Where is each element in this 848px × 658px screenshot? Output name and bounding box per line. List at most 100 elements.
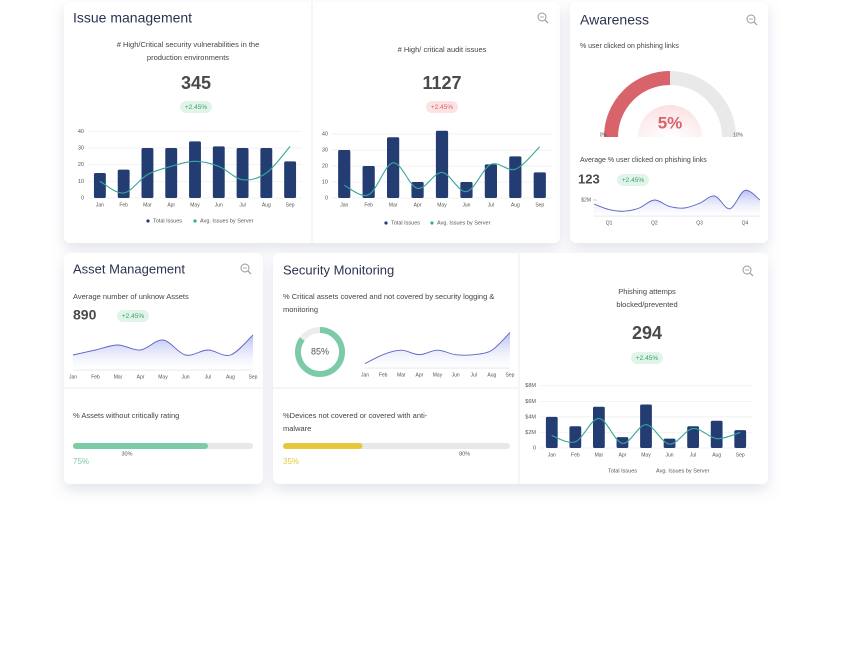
badge [426,101,458,113]
area [73,335,253,370]
x-tick-label: Jan [340,202,348,208]
x-tick-label: Jun [181,374,189,380]
x-tick-label: Apr [137,374,145,380]
y-tick-label: 0 [81,195,84,201]
badge [617,174,649,186]
x-tick-label: Mar [595,452,604,458]
bar [687,426,699,448]
y-tick-label: 20 [78,162,84,168]
legend-dot [146,219,150,223]
x-tick-label: Sep [535,202,544,208]
badge [631,352,663,364]
x-tick-label: Feb [379,372,388,378]
y-tick-label: $4M [525,414,536,420]
bar [117,169,130,198]
subtitle: Phishing attemps blocked/prevented [616,287,678,309]
bar [236,148,249,198]
legend-label: Avg. Issues by Server [437,220,491,226]
bar [387,137,400,198]
bar [212,146,225,198]
subtitle-box: Phishing attemps blocked/prevented [616,287,678,309]
x-tick-label: Jan [69,374,77,380]
kpi-value: 294 [632,323,662,343]
subtitle-box: %Devices not covered or covered with ant… [283,411,427,433]
x-tick-label: May [190,202,200,208]
x-tick-label: Mar [143,202,152,208]
kpi-value: 890 [73,307,97,323]
x-tick-label: Aug [487,372,496,378]
x-tick-label: Q1 [606,220,613,226]
donut-label: 85% [311,346,329,356]
subtitle: % Critical assets covered and not covere… [283,292,495,314]
gauge-value [604,71,671,138]
bar [533,172,546,198]
x-tick-label: Apr [415,372,423,378]
badge [180,101,212,113]
x-tick-label: Feb [119,202,128,208]
gauge-max: 10% [733,132,744,138]
legend-dot [430,221,434,225]
change: +2.45% [185,104,207,111]
bar [460,182,473,198]
x-tick-label: Aug [262,202,271,208]
card-title: Issue management [73,10,192,26]
gauge-min: 0% [600,132,608,138]
area-line [364,332,511,364]
subtitle-box: % Critical assets covered and not covere… [283,292,495,314]
card-title: Security Monitoring [283,262,394,277]
x-tick-label: Jul [205,374,211,380]
area-line [72,334,254,356]
y-tick-label: $2M [525,430,536,436]
bar [435,130,449,198]
bar [284,161,297,198]
change: +2.45% [636,355,658,362]
y-tick-label: $2M [581,197,591,203]
x-tick-label: Mar [389,202,398,208]
kpi-value: 123 [578,171,600,186]
legend-label: Avg. Issues by Server [200,218,254,224]
x-tick-label: Apr [414,202,422,208]
subtitle: # High/ critical audit issues [398,45,487,54]
legend-label: Total Issues [608,468,637,474]
badge [117,310,149,322]
x-tick-label: Q3 [696,220,703,226]
progress-fill [283,443,363,449]
x-tick-label: Jan [548,452,556,458]
legend-label: Total Issues [153,218,182,224]
subtitle: % user clicked on phishing links [580,43,679,50]
y-tick-label: 10 [322,179,328,185]
x-tick-label: Sep [286,202,295,208]
legend-dot [384,221,388,225]
bar [165,148,178,198]
donut-value [295,327,345,377]
card-title: Awareness [580,12,649,28]
subtitle: Average % user clicked on phishing links [580,157,707,164]
x-tick-label: Aug [712,452,721,458]
x-tick-label: Feb [364,202,373,208]
y-tick-label: $8M [525,383,536,389]
bar [710,420,723,448]
y-tick-label: 30 [322,147,328,153]
x-tick-label: Sep [249,374,258,380]
legend-label: Total Issues [391,220,420,226]
y-tick-label: 0 [325,195,328,201]
x-tick-label: Q2 [651,220,658,226]
x-tick-label: Feb [571,452,580,458]
x-tick-label: Apr [167,202,175,208]
y-tick-label: 40 [78,129,84,135]
change: +2.45% [431,104,453,111]
target-label: 80% [459,451,470,457]
subtitle: Average number of unknow Assets [73,292,189,301]
x-tick-label: Jul [690,452,696,458]
area-line [593,189,761,212]
bar [411,182,424,198]
y-tick-label: $6M [525,399,536,405]
x-tick-label: Jul [471,372,477,378]
x-tick-label: Mar [114,374,123,380]
bar [362,166,375,198]
bar [593,406,605,448]
y-tick-label: 0 [533,445,536,451]
bar [545,416,558,448]
x-tick-label: Jun [666,452,674,458]
bar [93,173,106,198]
